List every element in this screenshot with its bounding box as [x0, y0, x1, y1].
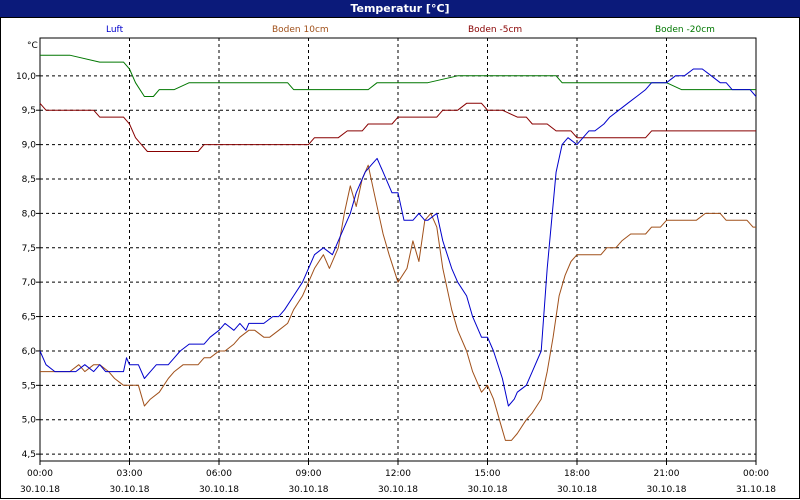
legend-boden-10cm: Boden 10cm [272, 25, 329, 35]
x-tick-date: 30.10.18 [557, 485, 597, 495]
y-tick-label: 9,0 [22, 141, 37, 151]
y-tick-label: 10,0 [16, 72, 36, 82]
x-tick-time: 03:00 [117, 469, 143, 479]
x-tick-time: 15:00 [475, 469, 501, 479]
y-tick-label: 9,5 [22, 106, 36, 116]
series-line-boden-10cm [40, 164, 756, 441]
x-tick-time: 09:00 [296, 469, 322, 479]
x-tick-time: 12:00 [385, 469, 411, 479]
y-tick-label: 5,5 [22, 381, 36, 391]
series-line-boden-5cm [39, 102, 756, 152]
x-tick-date: 30.10.18 [199, 485, 239, 495]
y-tick-label: 6,5 [22, 313, 36, 323]
x-tick-time: 21:00 [654, 469, 680, 479]
x-tick-date: 31.10.18 [736, 485, 776, 495]
x-tick-date: 30.10.18 [20, 485, 60, 495]
y-tick-label: 6,0 [22, 347, 37, 357]
x-tick-date: 30.10.18 [646, 485, 686, 495]
legend-boden-5cm: Boden -5cm [468, 25, 523, 35]
x-tick-time: 18:00 [564, 469, 590, 479]
y-axis-unit: °C [27, 41, 38, 51]
x-tick-time: 06:00 [206, 469, 232, 479]
x-tick-date: 30.10.18 [378, 485, 418, 495]
x-tick-time: 00:00 [743, 469, 769, 479]
y-tick-label: 5,0 [22, 416, 37, 426]
y-tick-label: 8,0 [22, 209, 37, 219]
legend-boden-20cm: Boden -20cm [655, 25, 715, 35]
x-tick-date: 30.10.18 [467, 485, 507, 495]
y-tick-label: 7,5 [22, 244, 36, 254]
x-tick-date: 30.10.18 [109, 485, 149, 495]
x-tick-time: 00:00 [27, 469, 53, 479]
series-line-boden-20cm [40, 54, 756, 97]
y-tick-label: 4,5 [22, 450, 36, 460]
legend-luft: Luft [106, 25, 124, 35]
y-tick-label: 7,0 [22, 278, 37, 288]
series-line-luft [39, 68, 757, 407]
y-tick-label: 8,5 [22, 175, 36, 185]
x-tick-date: 30.10.18 [288, 485, 328, 495]
chart-title: Temperatur [°C] [0, 0, 800, 18]
